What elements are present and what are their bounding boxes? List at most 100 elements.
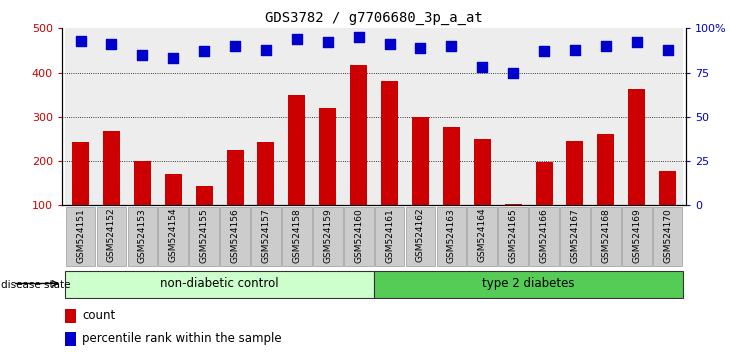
Bar [250, 28, 282, 205]
Point [74, 38, 86, 44]
Bar [65, 28, 96, 205]
Bar [659, 171, 676, 205]
Text: GSM524163: GSM524163 [447, 208, 456, 263]
FancyBboxPatch shape [437, 207, 466, 266]
Point [631, 40, 642, 45]
Text: disease state: disease state [1, 280, 71, 290]
Text: GSM524160: GSM524160 [354, 208, 364, 263]
Point [260, 47, 272, 52]
Point [167, 56, 179, 61]
Point [322, 40, 334, 45]
Bar [96, 28, 127, 205]
FancyBboxPatch shape [374, 270, 683, 298]
FancyBboxPatch shape [591, 207, 620, 266]
Text: GSM524161: GSM524161 [385, 208, 394, 263]
Bar [220, 28, 250, 205]
Text: GSM524166: GSM524166 [539, 208, 548, 263]
Bar [504, 204, 522, 205]
Text: GSM524154: GSM524154 [169, 208, 178, 262]
Text: GSM524167: GSM524167 [570, 208, 580, 263]
Bar [72, 142, 89, 205]
Point [353, 34, 364, 40]
FancyBboxPatch shape [189, 207, 219, 266]
Text: GSM524165: GSM524165 [509, 208, 518, 263]
Bar [474, 139, 491, 205]
Text: type 2 diabetes: type 2 diabetes [483, 277, 575, 290]
Bar [652, 28, 683, 205]
Point [538, 48, 550, 54]
Point [229, 43, 241, 49]
Point [600, 43, 612, 49]
Text: GSM524156: GSM524156 [231, 208, 239, 263]
FancyBboxPatch shape [158, 207, 188, 266]
Bar [443, 127, 460, 205]
Bar [288, 95, 305, 205]
Point [569, 47, 581, 52]
Bar [405, 28, 436, 205]
Bar [566, 141, 583, 205]
Bar [312, 28, 343, 205]
Point [445, 43, 457, 49]
Bar [498, 28, 529, 205]
Text: count: count [82, 309, 115, 322]
Text: GSM524169: GSM524169 [632, 208, 641, 263]
Bar [436, 28, 466, 205]
FancyBboxPatch shape [128, 207, 157, 266]
Text: GSM524155: GSM524155 [200, 208, 209, 263]
Bar [343, 28, 374, 205]
FancyBboxPatch shape [622, 207, 652, 266]
Point [415, 45, 426, 51]
Bar [189, 28, 220, 205]
Bar [319, 108, 337, 205]
Bar [629, 89, 645, 205]
Bar [65, 332, 77, 346]
Point [477, 64, 488, 70]
Bar [165, 175, 182, 205]
Text: percentile rank within the sample: percentile rank within the sample [82, 332, 282, 346]
Bar [258, 143, 274, 205]
Bar [103, 131, 120, 205]
Bar [381, 81, 398, 205]
FancyBboxPatch shape [374, 207, 404, 266]
Bar [559, 28, 591, 205]
FancyBboxPatch shape [499, 207, 528, 266]
FancyBboxPatch shape [251, 207, 281, 266]
Text: GSM524164: GSM524164 [477, 208, 487, 262]
FancyBboxPatch shape [65, 270, 374, 298]
FancyBboxPatch shape [66, 207, 96, 266]
Text: GDS3782 / g7706680_3p_a_at: GDS3782 / g7706680_3p_a_at [265, 11, 483, 25]
Bar [158, 28, 189, 205]
Text: GSM524153: GSM524153 [138, 208, 147, 263]
Point [291, 36, 303, 42]
Bar [597, 133, 615, 205]
FancyBboxPatch shape [282, 207, 312, 266]
Point [507, 70, 519, 75]
Bar [621, 28, 652, 205]
Point [662, 47, 674, 52]
Text: GSM524158: GSM524158 [293, 208, 301, 263]
Bar [196, 186, 212, 205]
Bar [412, 117, 429, 205]
Text: GSM524170: GSM524170 [663, 208, 672, 263]
Bar [466, 28, 498, 205]
FancyBboxPatch shape [344, 207, 374, 266]
Bar [65, 309, 77, 323]
Point [384, 41, 396, 47]
FancyBboxPatch shape [467, 207, 497, 266]
FancyBboxPatch shape [96, 207, 126, 266]
Bar [529, 28, 559, 205]
Text: GSM524159: GSM524159 [323, 208, 332, 263]
FancyBboxPatch shape [313, 207, 342, 266]
FancyBboxPatch shape [406, 207, 435, 266]
Bar [591, 28, 621, 205]
Point [199, 48, 210, 54]
Text: GSM524152: GSM524152 [107, 208, 116, 262]
Bar [127, 28, 158, 205]
FancyBboxPatch shape [220, 207, 250, 266]
Bar [536, 162, 553, 205]
Bar [282, 28, 312, 205]
Point [106, 41, 118, 47]
FancyBboxPatch shape [653, 207, 683, 266]
Text: GSM524157: GSM524157 [261, 208, 271, 263]
Text: GSM524162: GSM524162 [416, 208, 425, 262]
